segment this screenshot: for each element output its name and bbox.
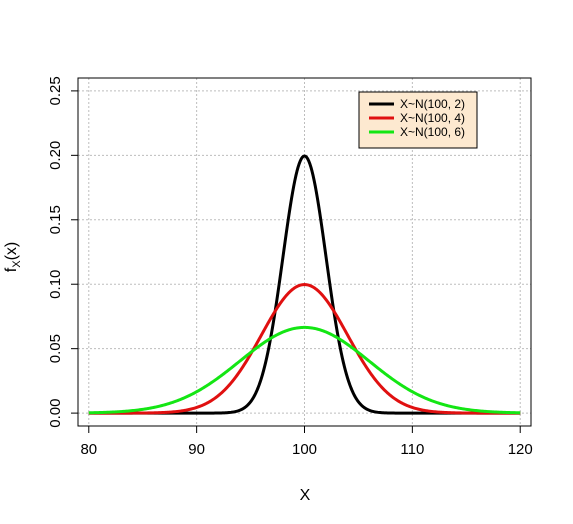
x-tick-label: 100 [292, 441, 317, 458]
y-tick-label: 0.20 [47, 141, 64, 170]
y-axis-label: fX(x) [3, 242, 23, 272]
legend-label: X~N(100, 6) [400, 125, 465, 139]
legend: X~N(100, 2)X~N(100, 4)X~N(100, 6) [358, 91, 478, 149]
x-tick-label: 120 [508, 441, 533, 458]
y-axis: 0.00 0.05 0.10 0.15 0.20 0.25 [47, 76, 78, 428]
legend-box [358, 91, 478, 149]
y-axis-label-main: f [3, 267, 20, 272]
y-axis-label-subscript: X [11, 260, 23, 268]
y-tick-label: 0.05 [47, 334, 64, 363]
y-axis-label-rest: (x) [3, 242, 20, 261]
y-tick-label: 0.15 [47, 205, 64, 234]
legend-label: X~N(100, 4) [400, 111, 465, 125]
x-axis-label: X [300, 487, 311, 504]
density-curve-2 [88, 283, 521, 415]
y-tick-label: 0.00 [47, 399, 64, 428]
x-tick-label: 110 [400, 441, 424, 458]
y-tick-label: 0.10 [47, 270, 64, 299]
density-curves [88, 154, 521, 415]
legend-label: X~N(100, 2) [400, 97, 465, 111]
x-axis: 80 90 100 110 120 [80, 426, 533, 458]
density-curve-3 [88, 325, 521, 415]
x-tick-label: 90 [188, 441, 205, 458]
y-tick-label: 0.25 [47, 76, 64, 105]
x-tick-label: 80 [80, 441, 97, 458]
